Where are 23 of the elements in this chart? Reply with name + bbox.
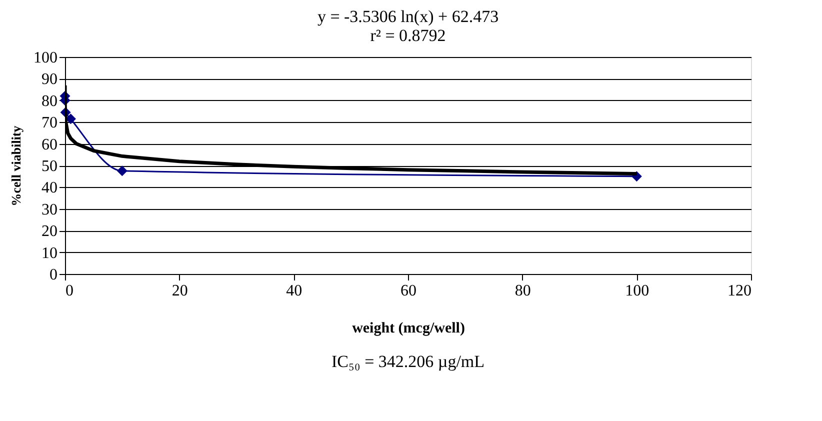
y-tick-label: 100 (34, 50, 58, 66)
x-tick-label: 80 (514, 282, 531, 300)
x-tick-label: 120 (728, 282, 752, 300)
x-tick-label: 100 (625, 282, 650, 300)
y-tick-label: 80 (42, 92, 58, 110)
y-tick-label: 0 (50, 266, 58, 284)
y-tick-label: 50 (42, 158, 58, 175)
text: r² = 0.8792 (370, 26, 446, 45)
x-tick-label: 40 (286, 282, 302, 300)
x-tick-label: 0 (66, 282, 74, 300)
y-tick-label: 70 (42, 114, 58, 132)
y-tick-label: 40 (42, 180, 58, 197)
y-tick-label: 60 (42, 136, 58, 154)
x-axis-title: weight (mcg/well) (352, 320, 465, 336)
x-tick-label: 60 (400, 282, 416, 300)
text: IC₅₀ = 342.206 µg/mL (331, 352, 485, 371)
text: y = -3.5306 ln(x) + 62.473 (317, 7, 499, 26)
x-tick-label: 20 (172, 282, 188, 300)
y-tick-label: 90 (42, 71, 58, 88)
y-axis-title: %cell viability (8, 125, 24, 206)
y-tick-label: 10 (42, 244, 58, 262)
y-tick-label: 20 (42, 223, 58, 240)
y-tick-label: 30 (42, 201, 58, 218)
